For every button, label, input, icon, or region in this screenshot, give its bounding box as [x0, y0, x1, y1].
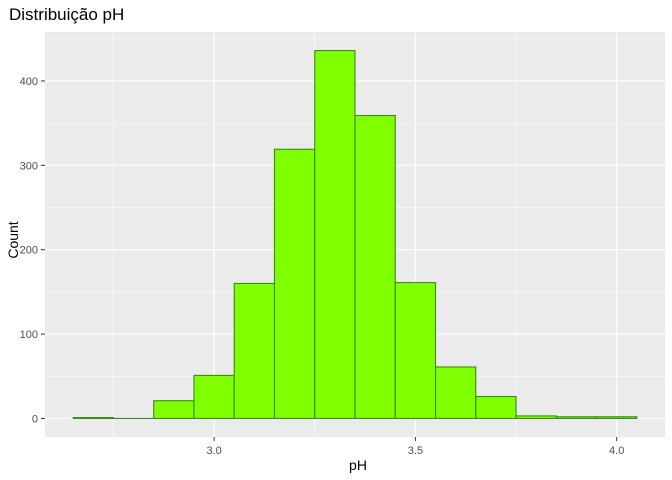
- histogram-bar: [475, 395, 517, 419]
- histogram-bar: [555, 416, 598, 419]
- histogram-bar: [515, 415, 557, 419]
- y-axis-ticks: 0 100 200 300 400: [20, 76, 45, 425]
- histogram-bar: [72, 417, 114, 419]
- histogram-bar: [314, 50, 356, 419]
- histogram-bar: [273, 148, 316, 419]
- x-axis-title: pH: [349, 457, 367, 473]
- y-tick-label: 300: [20, 160, 38, 172]
- histogram-bar: [596, 416, 638, 419]
- histogram-bar: [394, 282, 437, 419]
- y-tick-label: 100: [20, 329, 38, 341]
- chart-title: Distribuição pH: [9, 5, 124, 24]
- histogram-bar: [153, 400, 195, 419]
- y-tick-label: 0: [32, 413, 38, 425]
- x-tick-label: 4.0: [609, 445, 624, 457]
- histogram-bar: [434, 366, 477, 419]
- histogram-bar: [354, 114, 396, 419]
- x-tick-label: 3.0: [206, 445, 221, 457]
- histogram-bar: [193, 374, 235, 419]
- histogram-bars: [72, 50, 638, 419]
- y-axis-title: Count: [5, 221, 21, 258]
- x-axis-ticks: 3.0 3.5 4.0: [206, 437, 624, 457]
- y-tick-label: 400: [20, 76, 38, 88]
- x-tick-label: 3.5: [408, 445, 423, 457]
- y-tick-label: 200: [20, 245, 38, 257]
- histogram-bar: [233, 282, 276, 419]
